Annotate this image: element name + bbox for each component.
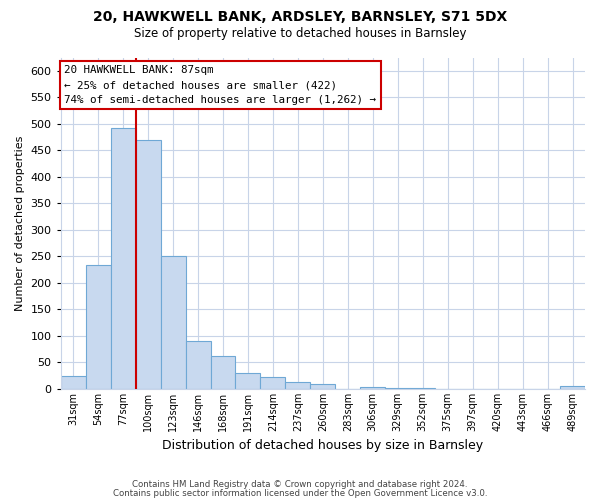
- Bar: [235, 373, 260, 389]
- Bar: [385, 388, 410, 389]
- X-axis label: Distribution of detached houses by size in Barnsley: Distribution of detached houses by size …: [162, 440, 484, 452]
- Bar: [410, 388, 435, 389]
- Text: Size of property relative to detached houses in Barnsley: Size of property relative to detached ho…: [134, 28, 466, 40]
- Bar: [61, 376, 86, 389]
- Bar: [286, 382, 310, 389]
- Text: Contains public sector information licensed under the Open Government Licence v3: Contains public sector information licen…: [113, 488, 487, 498]
- Bar: [110, 128, 136, 389]
- Bar: [260, 378, 286, 389]
- Bar: [161, 256, 185, 389]
- Text: 20, HAWKWELL BANK, ARDSLEY, BARNSLEY, S71 5DX: 20, HAWKWELL BANK, ARDSLEY, BARNSLEY, S7…: [93, 10, 507, 24]
- Text: 20 HAWKWELL BANK: 87sqm
← 25% of detached houses are smaller (422)
74% of semi-d: 20 HAWKWELL BANK: 87sqm ← 25% of detache…: [64, 66, 376, 105]
- Bar: [86, 266, 110, 389]
- Bar: [211, 356, 235, 389]
- Bar: [136, 140, 161, 389]
- Y-axis label: Number of detached properties: Number of detached properties: [15, 136, 25, 311]
- Bar: [361, 387, 385, 389]
- Bar: [560, 386, 585, 389]
- Text: Contains HM Land Registry data © Crown copyright and database right 2024.: Contains HM Land Registry data © Crown c…: [132, 480, 468, 489]
- Bar: [185, 342, 211, 389]
- Bar: [310, 384, 335, 389]
